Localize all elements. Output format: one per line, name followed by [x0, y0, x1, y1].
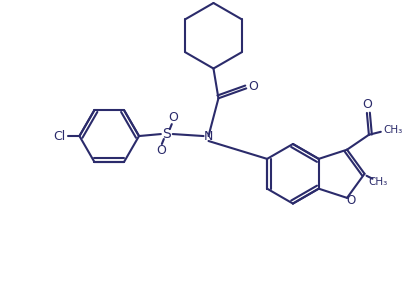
- Text: O: O: [156, 145, 166, 157]
- Text: S: S: [162, 127, 171, 141]
- Text: Cl: Cl: [54, 130, 66, 143]
- Text: CH₃: CH₃: [383, 125, 402, 135]
- Text: O: O: [248, 80, 258, 93]
- Text: O: O: [347, 194, 355, 207]
- Text: CH₃: CH₃: [369, 177, 388, 187]
- Text: O: O: [168, 111, 178, 124]
- Text: N: N: [204, 130, 213, 143]
- Text: O: O: [362, 99, 372, 112]
